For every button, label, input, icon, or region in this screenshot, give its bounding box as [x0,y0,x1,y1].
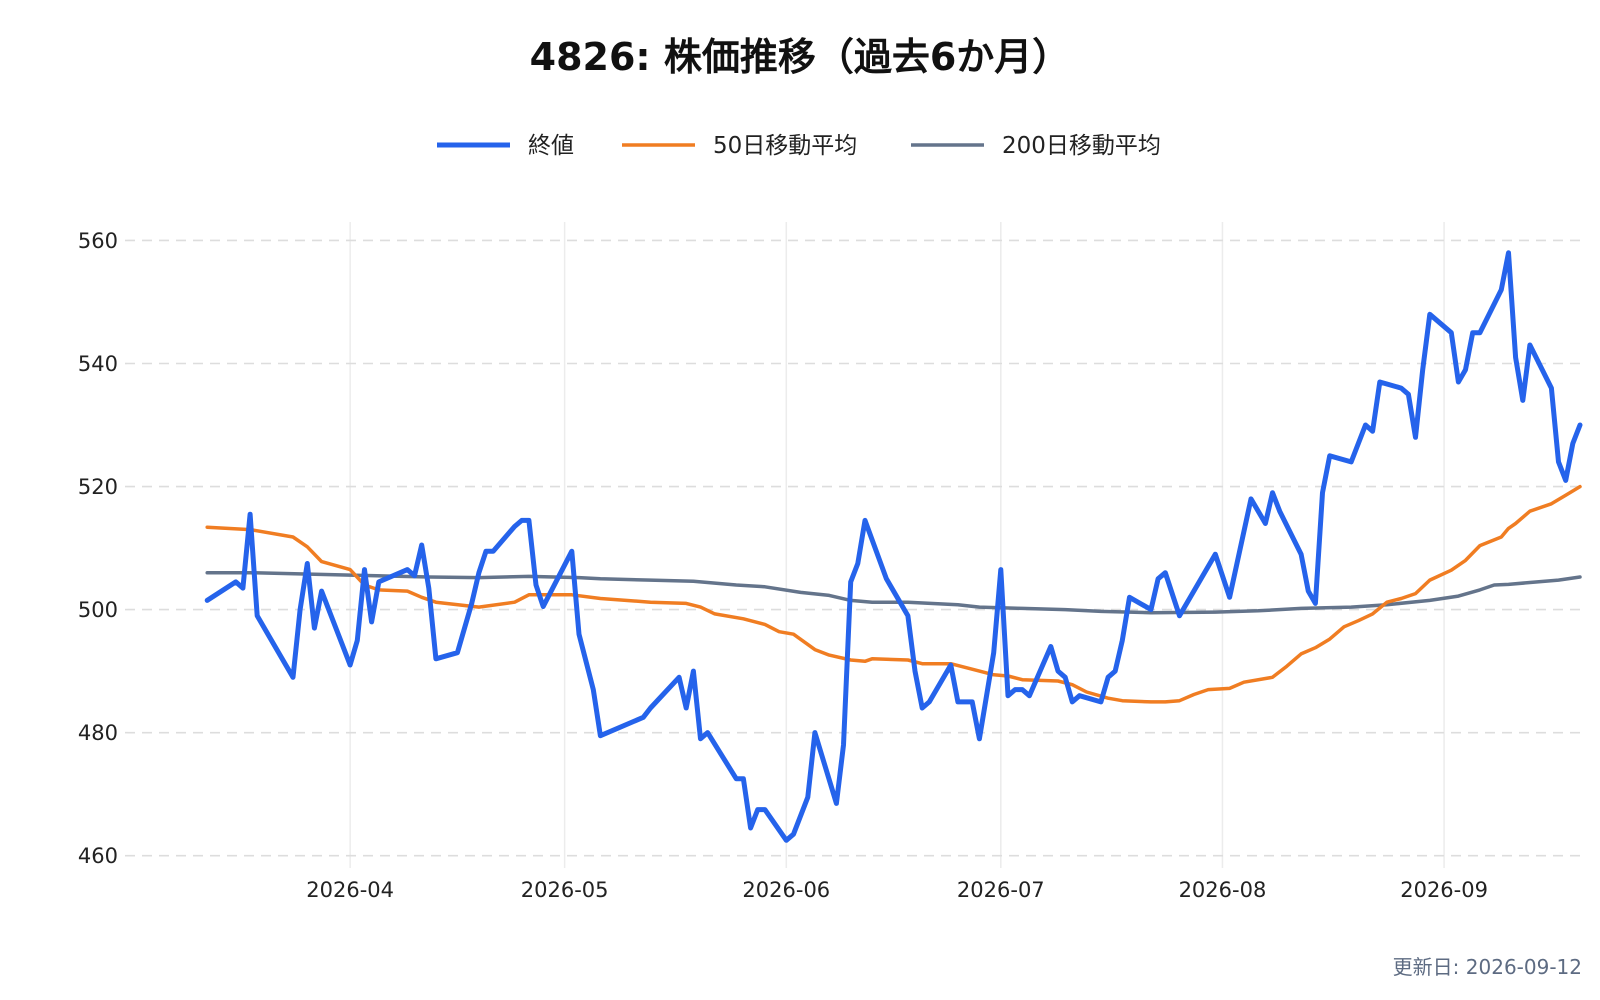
y-tick-label: 460 [78,844,118,868]
x-tick-label: 2026-08 [1179,878,1267,902]
y-tick-label: 560 [78,229,118,253]
y-tick-label: 520 [78,475,118,499]
x-tick-label: 2026-09 [1400,878,1488,902]
series-line-ma200 [205,570,1582,615]
y-tick-label: 480 [78,721,118,745]
legend-label-close: 終値 [528,133,574,159]
x-tick-label: 2026-05 [521,878,609,902]
x-tick-label: 2026-07 [957,878,1045,902]
legend-label-ma200: 200日移動平均 [1002,133,1161,159]
y-axis-ticks: 460 480 500 520 540 560 [78,229,118,868]
x-tick-label: 2026-04 [306,878,394,902]
legend-label-ma50: 50日移動平均 [713,133,857,159]
legend: 終値 50日移動平均 200日移動平均 [437,133,1161,159]
chart-title: 4826: 株価推移（過去6か月） [530,35,1071,79]
y-tick-label: 540 [78,352,118,376]
updated-date: 更新日: 2026-09-12 [1393,955,1582,979]
plot-series [204,250,1583,843]
series-line-close [204,250,1583,843]
x-tick-label: 2026-06 [742,878,830,902]
x-axis-ticks: 2026-04 2026-05 2026-06 2026-07 2026-08 2026-… [306,878,1488,902]
series-line-ma50 [205,484,1582,704]
y-tick-label: 500 [78,598,118,622]
